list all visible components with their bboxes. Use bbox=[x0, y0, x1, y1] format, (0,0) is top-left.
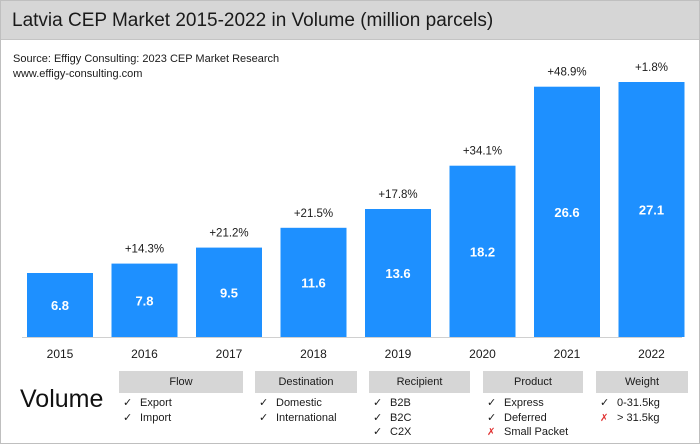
bar-2020 bbox=[449, 165, 516, 337]
category-item-label: Export bbox=[140, 397, 172, 409]
bar-2019 bbox=[365, 209, 431, 337]
bar-2021 bbox=[534, 86, 600, 337]
category-item: ✓ B2C bbox=[373, 411, 411, 426]
growth-label: +21.2% bbox=[209, 228, 248, 240]
x-tick-label: 2022 bbox=[638, 347, 665, 361]
x-tick-label: 2017 bbox=[216, 347, 243, 361]
bar-2015 bbox=[27, 273, 93, 337]
category-items-flow: ✓ Export ✓ Import bbox=[123, 396, 172, 425]
category-item-label: C2X bbox=[390, 426, 412, 438]
x-tick-label: 2018 bbox=[300, 347, 327, 361]
check-icon: ✓ bbox=[259, 411, 269, 424]
growth-label: +48.9% bbox=[547, 67, 586, 79]
x-tick-label: 2016 bbox=[131, 347, 158, 361]
bar-value-label: 7.8 bbox=[135, 293, 153, 308]
cross-icon: ✗ bbox=[487, 427, 496, 438]
category-header-label: Recipient bbox=[396, 376, 443, 388]
bar-value-label: 18.2 bbox=[470, 244, 495, 259]
bar-value-label: 11.6 bbox=[301, 275, 326, 290]
bar-2016 bbox=[111, 263, 178, 337]
category-header-label: Flow bbox=[169, 376, 193, 388]
chart-title: Latvia CEP Market 2015-2022 in Volume (m… bbox=[12, 10, 494, 31]
category-item-label: Small Packet bbox=[504, 426, 569, 438]
volume-label: Volume bbox=[20, 385, 104, 413]
category-item: ✓ Deferred bbox=[487, 411, 568, 426]
source-url: www.effigy-consulting.com bbox=[13, 68, 143, 80]
category-item: ✓ International bbox=[259, 411, 337, 426]
bar-value-label: 13.6 bbox=[385, 266, 410, 281]
bar-value-label: 27.1 bbox=[639, 203, 664, 218]
category-item: ✓ B2B bbox=[373, 396, 411, 411]
bar-2017 bbox=[196, 247, 262, 337]
check-icon: ✓ bbox=[373, 397, 383, 409]
category-items-weight: ✓ 0-31.5kg ✗ > 31.5kg bbox=[600, 396, 660, 425]
category-header-flow: Flow bbox=[119, 371, 243, 393]
category-item: ✓ Domestic bbox=[259, 396, 337, 411]
category-item-label: Import bbox=[140, 411, 172, 424]
cross-icon: ✗ bbox=[600, 412, 609, 424]
x-tick-label: 2021 bbox=[554, 347, 581, 361]
growth-label: +34.1% bbox=[463, 146, 502, 158]
category-item-label: Deferred bbox=[504, 411, 547, 424]
category-item: ✗ > 31.5kg bbox=[600, 411, 660, 426]
bar-2022 bbox=[618, 82, 685, 337]
category-header-product: Product bbox=[483, 371, 583, 393]
bar-value-label: 26.6 bbox=[554, 205, 579, 220]
category-item-label: Express bbox=[504, 397, 544, 409]
category-item-label: International bbox=[276, 411, 337, 424]
category-header-weight: Weight bbox=[596, 371, 688, 393]
x-tick-label: 2015 bbox=[47, 347, 74, 361]
x-tick-label: 2020 bbox=[469, 347, 496, 361]
check-icon: ✓ bbox=[373, 411, 383, 424]
category-items-product: ✓ Express ✓ Deferred ✗ Small Packet bbox=[487, 396, 568, 440]
category-item-label: B2B bbox=[390, 397, 411, 409]
bar-value-label: 9.5 bbox=[220, 285, 238, 300]
title-bar: Latvia CEP Market 2015-2022 in Volume (m… bbox=[1, 1, 699, 40]
category-item: ✓ Export bbox=[123, 396, 172, 411]
category-item-label: 0-31.5kg bbox=[617, 397, 660, 409]
category-item-label: > 31.5kg bbox=[617, 411, 660, 424]
category-items-destination: ✓ Domestic ✓ International bbox=[259, 396, 337, 425]
category-item: ✓ C2X bbox=[373, 425, 411, 440]
check-icon: ✓ bbox=[487, 411, 497, 424]
category-items-recipient: ✓ B2B ✓ B2C ✓ C2X bbox=[373, 396, 411, 440]
category-header-recipient: Recipient bbox=[369, 371, 470, 393]
growth-label: +14.3% bbox=[125, 244, 164, 256]
category-header-label: Weight bbox=[624, 376, 660, 388]
category-item: ✓ Express bbox=[487, 396, 568, 411]
check-icon: ✓ bbox=[487, 397, 497, 409]
category-item: ✗ Small Packet bbox=[487, 425, 568, 440]
category-item-label: B2C bbox=[390, 411, 412, 424]
check-icon: ✓ bbox=[123, 397, 133, 409]
check-icon: ✓ bbox=[373, 426, 383, 438]
category-item: ✓ 0-31.5kg bbox=[600, 396, 660, 411]
category-item-label: Domestic bbox=[276, 397, 322, 409]
growth-label: +17.8% bbox=[378, 189, 417, 201]
check-icon: ✓ bbox=[259, 397, 269, 409]
growth-label: +21.5% bbox=[294, 208, 333, 220]
source-line: Source: Effigy Consulting: 2023 CEP Mark… bbox=[13, 53, 280, 65]
category-item: ✓ Import bbox=[123, 411, 172, 426]
category-header-destination: Destination bbox=[255, 371, 357, 393]
bar-value-label: 6.8 bbox=[51, 298, 69, 313]
category-header-label: Product bbox=[514, 376, 552, 388]
growth-label: +1.8% bbox=[635, 62, 668, 74]
bar-chart: 6.8 2015 7.8 +14.3% 2016 9.5 +21.2% 2017 11.6 +21… bbox=[22, 62, 685, 361]
x-tick-label: 2019 bbox=[385, 347, 412, 361]
check-icon: ✓ bbox=[600, 397, 610, 409]
check-icon: ✓ bbox=[123, 411, 133, 424]
category-header-label: Destination bbox=[278, 376, 334, 388]
bar-2018 bbox=[280, 227, 347, 337]
